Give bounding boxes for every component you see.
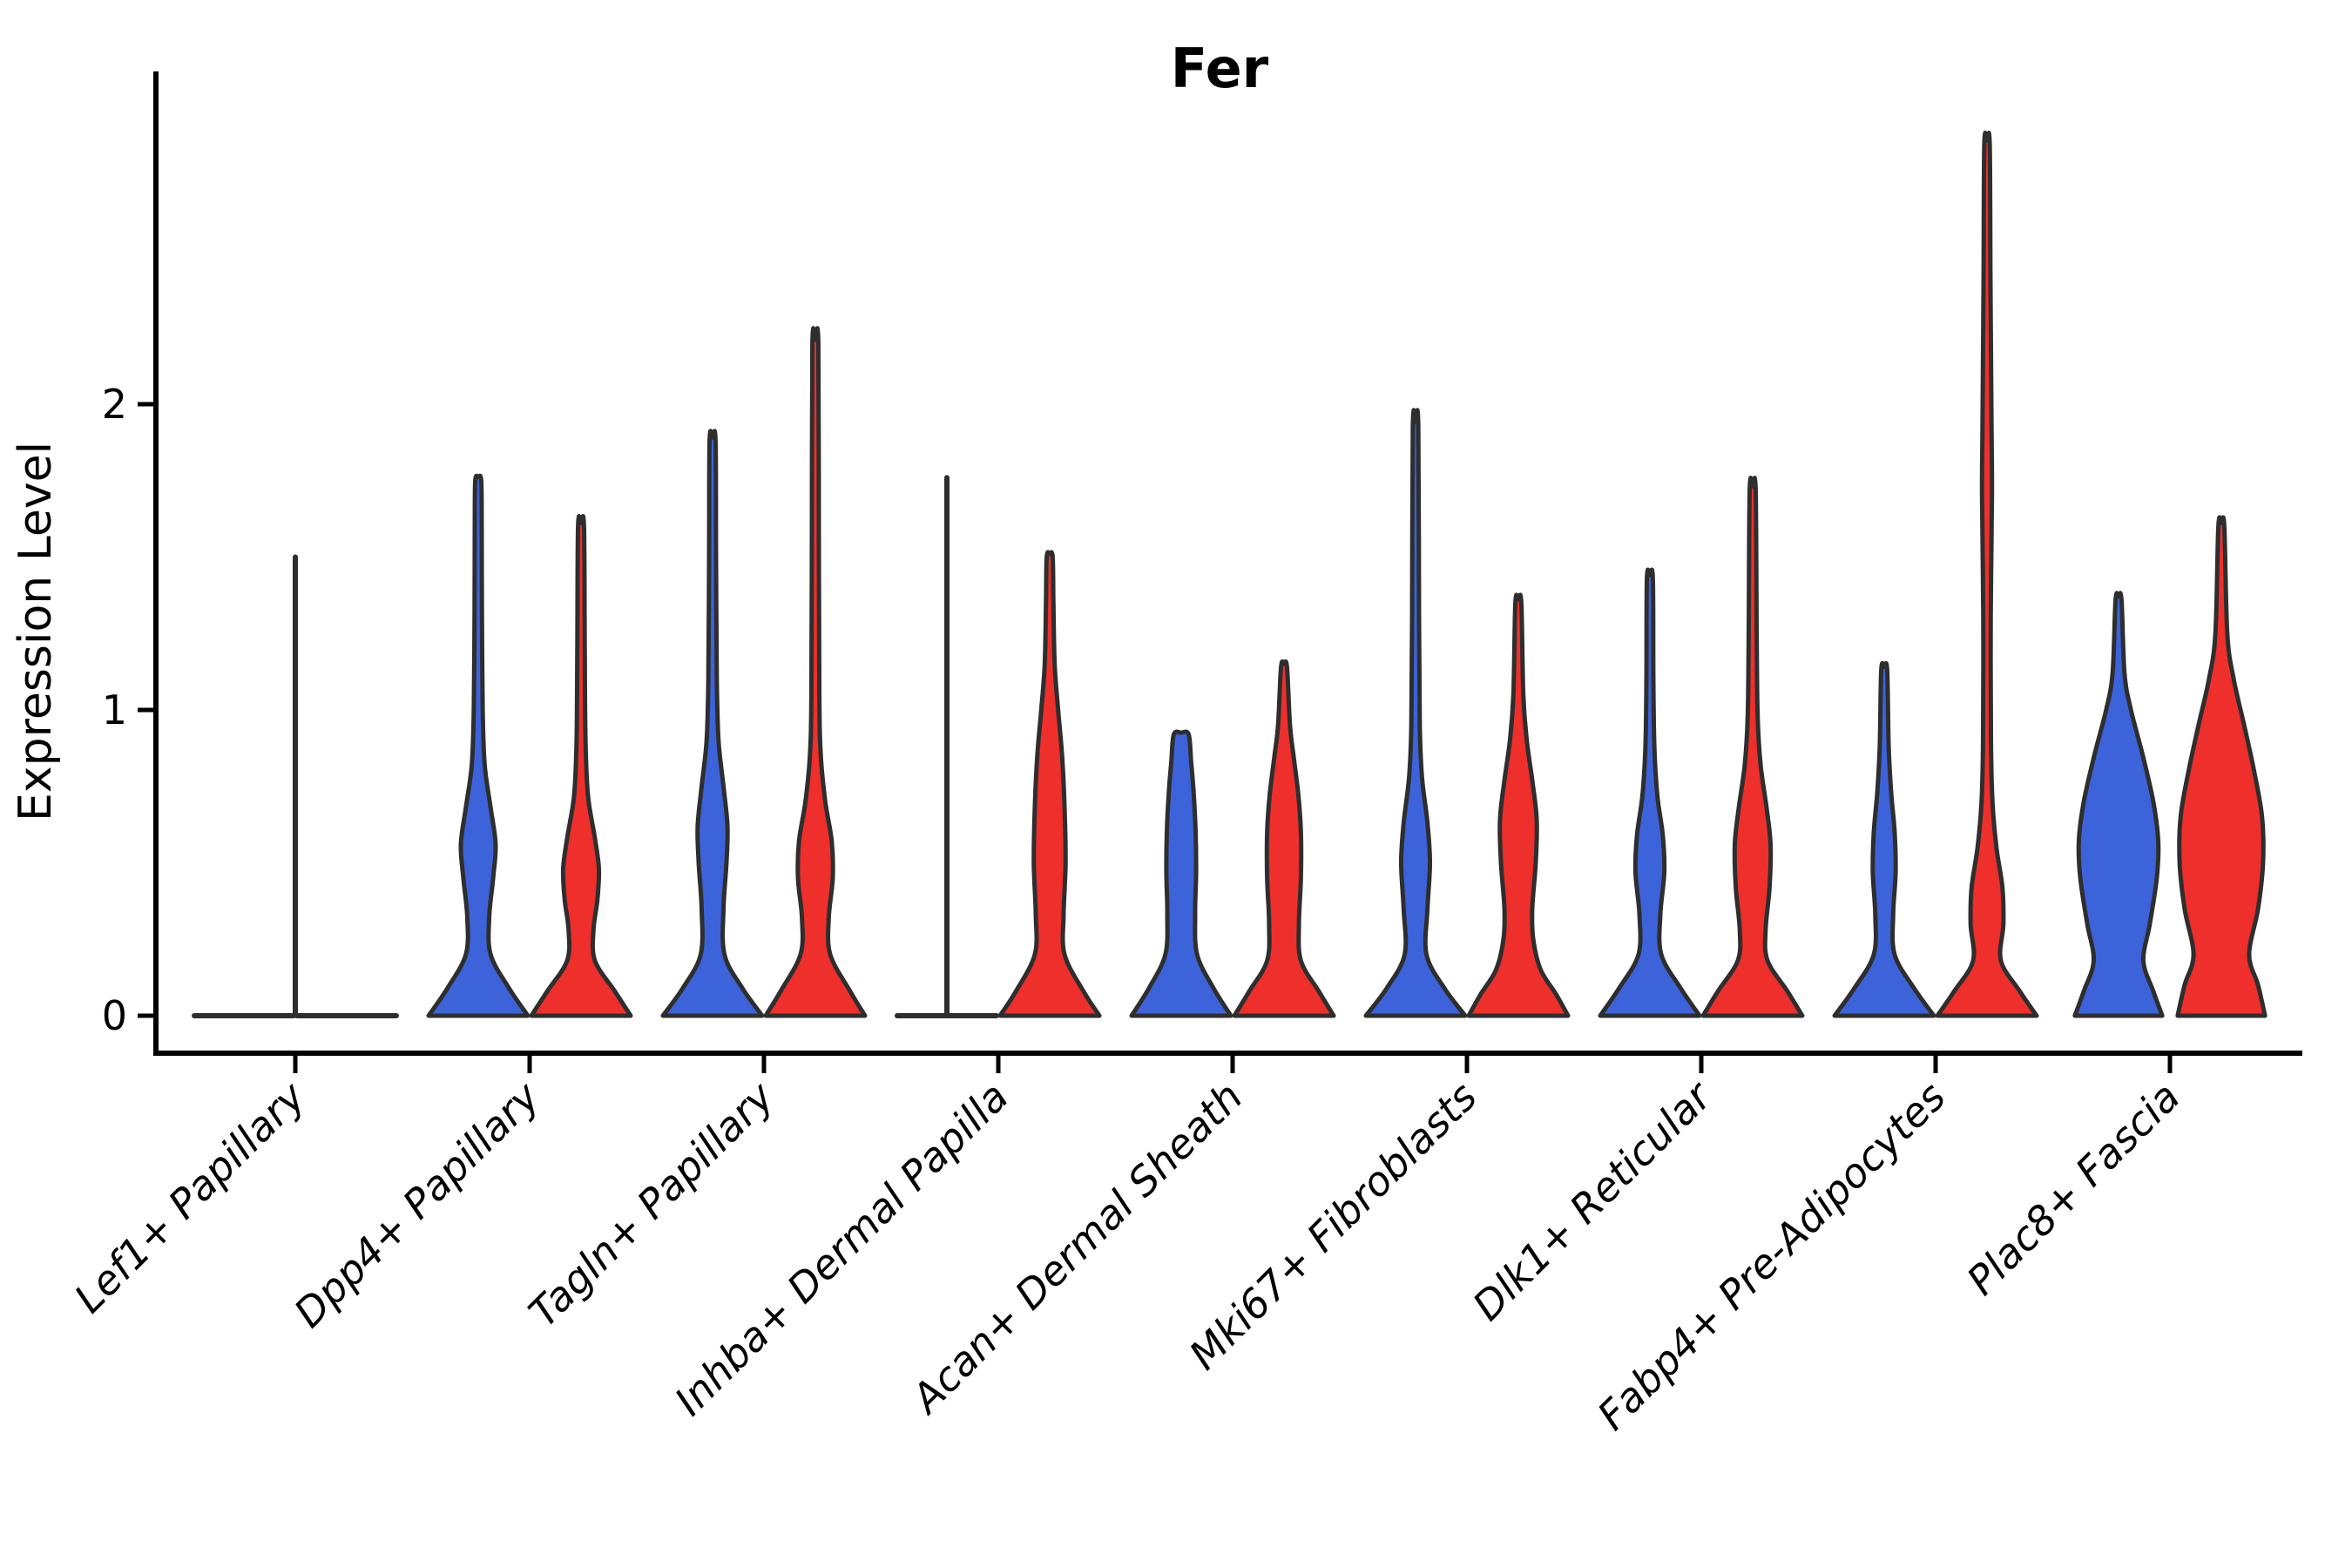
x-tick-label-plac8-fascia: Plac8+ Fascia: [1957, 1073, 2188, 1304]
violin-mki67-fibroblasts-red: [1466, 592, 1571, 1018]
violin-acan-dermal-sheath-red: [1232, 659, 1336, 1018]
violin-fabp4-pre-adipocytes-red: [1935, 131, 2039, 1018]
violin-dpp4-papillary-red: [529, 514, 633, 1018]
violin-mki67-fibroblasts-blue: [1363, 408, 1468, 1018]
x-tick-label-lef1-papillary: Lef1+ Papillary: [65, 1072, 314, 1321]
chart-title: Fer: [1171, 37, 1269, 100]
violin-plac8-fascia-blue: [2072, 591, 2165, 1018]
y-axis-ticks: 0 1 2: [102, 381, 156, 1039]
violin-tagln-papillary-red: [763, 326, 868, 1018]
x-tick-label-dlk1-reticular: Dlk1+ Reticular: [1463, 1071, 1722, 1329]
violin-inhba-dermal-papilla-red: [997, 550, 1102, 1018]
y-tick-label: 1: [102, 686, 127, 733]
y-tick-label: 2: [102, 381, 127, 428]
y-tick-label: 0: [102, 992, 127, 1039]
violins-layer: [192, 131, 2268, 1018]
axes: [153, 71, 2302, 1056]
violin-acan-dermal-sheath-blue: [1129, 729, 1233, 1018]
y-axis-label: Expression Level: [10, 442, 62, 821]
violin-dpp4-papillary-blue: [426, 473, 531, 1018]
violin-dlk1-reticular-blue: [1598, 567, 1702, 1018]
violin-fabp4-pre-adipocytes-blue: [1832, 660, 1936, 1018]
x-tick-label-dpp4-papillary: Dpp4+ Papillary: [285, 1072, 549, 1336]
violin-dlk1-reticular-red: [1700, 476, 1805, 1018]
x-tick-label-tagln-papillary: Tagln+ Papillary: [519, 1072, 783, 1336]
violin-plac8-fascia-red: [2175, 515, 2268, 1018]
violin-tagln-papillary-blue: [660, 429, 765, 1018]
